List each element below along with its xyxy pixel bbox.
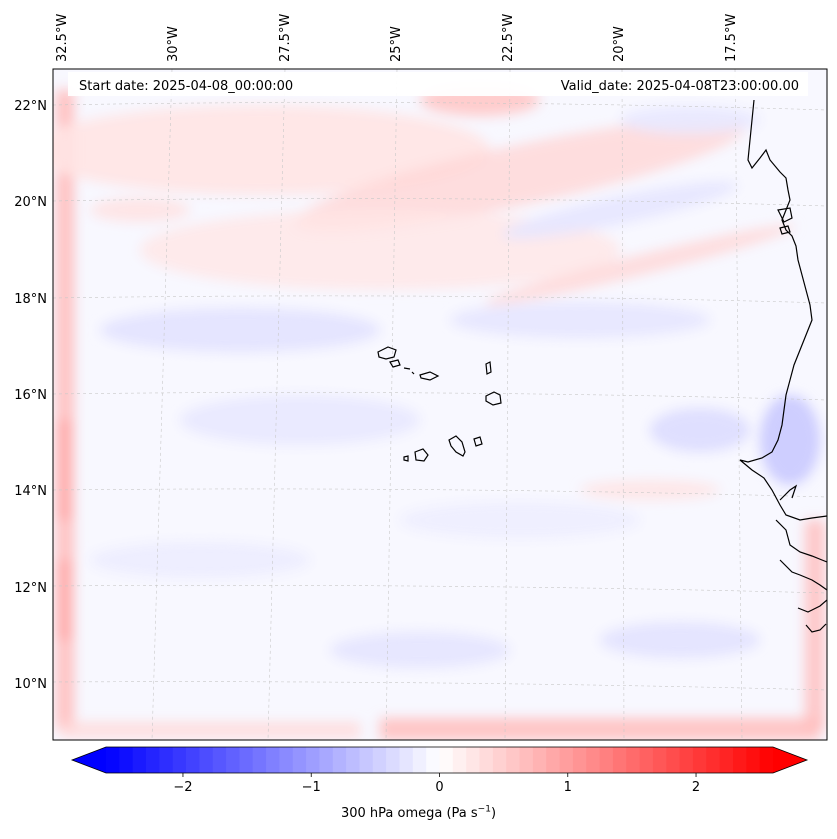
- colorbar-segment: [626, 747, 641, 773]
- colorbar-outline: [70, 746, 809, 774]
- colorbar-segment: [719, 747, 734, 773]
- latitude-labels: 22°N 20°N 18°N 16°N 14°N 12°N 10°N: [14, 99, 47, 692]
- colorbar-segment: [652, 747, 667, 773]
- colorbar-segment: [732, 747, 747, 773]
- map-gridlines: [53, 69, 827, 740]
- colorbar-segment: [212, 747, 227, 773]
- colorbar-segment: [519, 747, 534, 773]
- colorbar-segment: [292, 747, 307, 773]
- colorbar-segment: [492, 747, 507, 773]
- colorbar-segment: [146, 747, 160, 773]
- colorbar-segment: [452, 747, 467, 773]
- map-frame: [52, 68, 828, 741]
- colorbar-segment: [546, 747, 561, 773]
- start-date-label: Start date: 2025-04-08_00:00:00: [79, 79, 293, 94]
- lon-label-25w: 25°W: [389, 26, 404, 62]
- header-band: [68, 72, 808, 96]
- colorbar-segment: [266, 747, 281, 773]
- colorbar-tick-label: 0: [435, 780, 443, 795]
- colorbar-ticks: −2 −1 0 1 2: [173, 773, 700, 795]
- colorbar: −2 −1 0 1 2: [70, 746, 809, 795]
- valid-date-label: Valid_date: 2025-04-08T23:00:00.00: [561, 79, 799, 94]
- colorbar-segment: [612, 747, 627, 773]
- colorbar-segment: [439, 747, 454, 773]
- colorbar-segment: [199, 747, 214, 773]
- colorbar-segment: [479, 747, 494, 773]
- colorbar-segment: [119, 747, 134, 773]
- lat-label-14n: 14°N: [14, 484, 47, 499]
- colorbar-segment: [386, 747, 401, 773]
- omega-field: [53, 69, 827, 740]
- lon-label-27-5w: 27.5°W: [278, 14, 293, 62]
- colorbar-segment: [226, 747, 240, 773]
- colorbar-segment: [466, 747, 481, 773]
- colorbar-label-exponent: −1: [477, 804, 491, 815]
- colorbar-segment: [359, 747, 374, 773]
- colorbar-segment: [306, 747, 321, 773]
- colorbar-segment: [572, 747, 587, 773]
- colorbar-segments: [106, 747, 774, 773]
- lon-label-30w: 30°W: [166, 26, 181, 62]
- cape-verde-islands: [377, 346, 502, 462]
- lat-label-20n: 20°N: [14, 195, 47, 210]
- coastline: [739, 99, 827, 633]
- lon-label-22-5w: 22.5°W: [501, 14, 516, 62]
- colorbar-segment: [132, 747, 147, 773]
- longitude-labels: 32.5°W 30°W 27.5°W 25°W 22.5°W 20°W 17.5…: [55, 14, 739, 62]
- colorbar-segment: [159, 747, 174, 773]
- omega-pattern: [53, 84, 825, 740]
- colorbar-tick-label: 2: [692, 780, 700, 795]
- colorbar-label-close: ): [490, 806, 497, 821]
- lon-label-17-5w: 17.5°W: [724, 14, 739, 62]
- lon-label-20w: 20°W: [612, 26, 627, 62]
- colorbar-segment: [106, 747, 120, 773]
- colorbar-segment: [679, 747, 694, 773]
- colorbar-segment: [426, 747, 441, 773]
- colorbar-segment: [279, 747, 294, 773]
- colorbar-segment: [252, 747, 267, 773]
- colorbar-segment: [559, 747, 574, 773]
- colorbar-segment: [532, 747, 547, 773]
- colorbar-tick-label: −1: [302, 780, 321, 795]
- colorbar-segment: [586, 747, 601, 773]
- colorbar-extend-low: [72, 747, 106, 773]
- colorbar-segment: [399, 747, 414, 773]
- colorbar-segment: [332, 747, 347, 773]
- colorbar-segment: [372, 747, 387, 773]
- colorbar-segment: [692, 747, 707, 773]
- colorbar-extend-high: [773, 747, 807, 773]
- colorbar-segment: [759, 747, 774, 773]
- colorbar-segment: [746, 747, 761, 773]
- colorbar-segment: [172, 747, 187, 773]
- colorbar-label: 300 hPa omega (Pa s−1): [0, 804, 837, 821]
- colorbar-segment: [666, 747, 681, 773]
- colorbar-tick-label: 1: [564, 780, 572, 795]
- lat-label-10n: 10°N: [14, 677, 47, 692]
- colorbar-tick-label: −2: [173, 780, 192, 795]
- lat-label-18n: 18°N: [14, 292, 47, 307]
- colorbar-segment: [186, 747, 200, 773]
- colorbar-segment: [639, 747, 654, 773]
- colorbar-segment: [506, 747, 521, 773]
- colorbar-segment: [412, 747, 427, 773]
- colorbar-segment: [706, 747, 721, 773]
- colorbar-segment: [239, 747, 254, 773]
- colorbar-segment: [599, 747, 614, 773]
- lat-label-12n: 12°N: [14, 581, 47, 596]
- lat-label-22n: 22°N: [14, 99, 47, 114]
- colorbar-segment: [319, 747, 334, 773]
- colorbar-segment: [346, 747, 361, 773]
- lon-label-32-5w: 32.5°W: [55, 14, 70, 62]
- lat-label-16n: 16°N: [14, 388, 47, 403]
- colorbar-label-main: 300 hPa omega (Pa s: [340, 806, 478, 821]
